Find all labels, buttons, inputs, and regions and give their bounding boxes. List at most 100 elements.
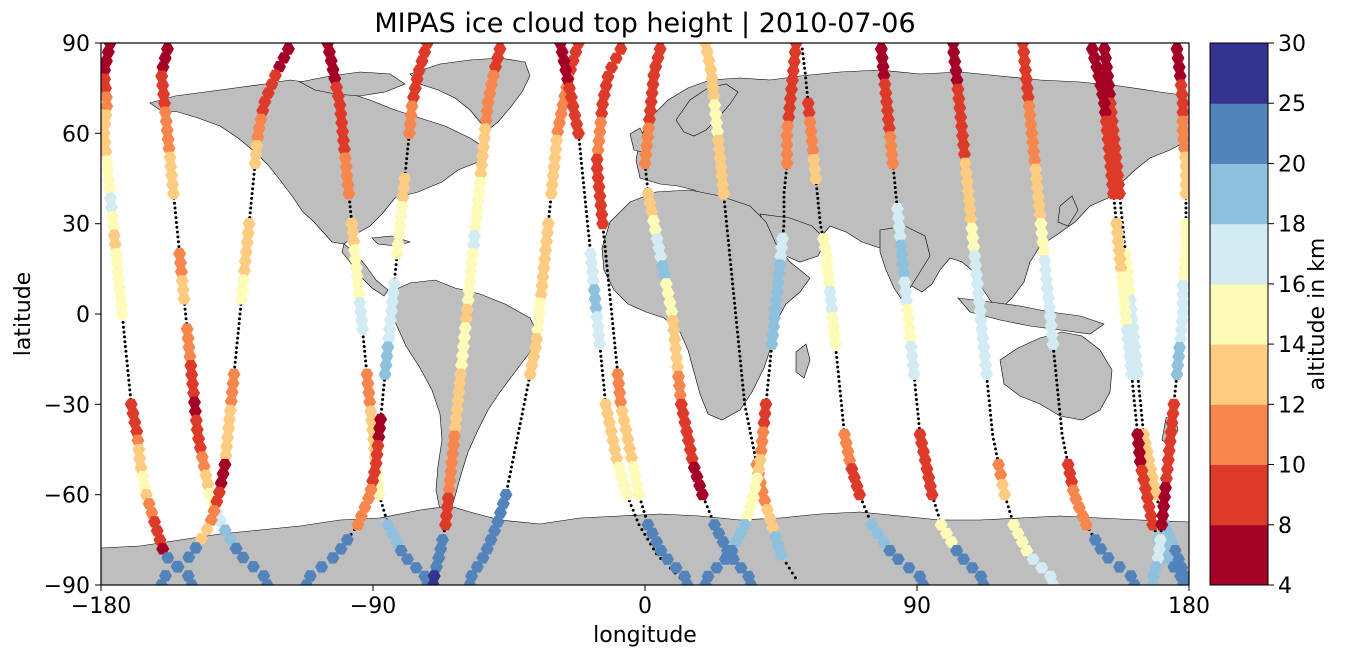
cloud-hexagon bbox=[608, 443, 622, 456]
no-cloud-dot bbox=[735, 325, 739, 329]
cloud-hexagon bbox=[594, 116, 608, 129]
no-cloud-dot bbox=[1113, 211, 1117, 215]
no-cloud-dot bbox=[803, 71, 807, 75]
cloud-hexagon bbox=[1020, 82, 1034, 94]
cloud-hexagon bbox=[347, 235, 361, 247]
no-cloud-dot bbox=[839, 394, 843, 398]
no-cloud-dot bbox=[252, 172, 256, 176]
cloud-hexagon bbox=[901, 304, 914, 316]
no-cloud-dot bbox=[752, 451, 756, 454]
cloud-hexagon bbox=[161, 43, 174, 55]
no-cloud-dot bbox=[801, 57, 805, 61]
cloud-hexagon bbox=[614, 396, 628, 408]
cloud-hexagon bbox=[212, 486, 226, 498]
cloud-hexagon bbox=[683, 443, 697, 456]
cloud-hexagon bbox=[1106, 178, 1119, 191]
cloud-hexagon bbox=[1032, 200, 1046, 212]
cloud-hexagon bbox=[410, 73, 424, 85]
cloud-hexagon bbox=[806, 144, 820, 156]
no-cloud-dot bbox=[126, 373, 130, 377]
cloud-hexagon bbox=[839, 437, 853, 449]
cloud-hexagon bbox=[715, 170, 729, 182]
cloud-hexagon bbox=[1066, 484, 1080, 496]
cloud-hexagon bbox=[994, 469, 1008, 481]
no-cloud-dot bbox=[819, 225, 823, 229]
cloud-hexagon bbox=[218, 524, 232, 536]
cloud-hexagon bbox=[156, 61, 170, 73]
cloud-hexagon bbox=[102, 174, 116, 186]
cloud-hexagon bbox=[1102, 142, 1116, 154]
cloud-hexagon bbox=[623, 442, 637, 454]
no-cloud-dot bbox=[364, 359, 368, 363]
cloud-hexagon bbox=[407, 91, 420, 103]
no-cloud-dot bbox=[804, 76, 808, 80]
cloud-hexagon bbox=[469, 212, 483, 224]
cloud-hexagon bbox=[1174, 333, 1187, 345]
cloud-hexagon bbox=[666, 315, 680, 327]
no-cloud-dot bbox=[726, 234, 730, 238]
no-cloud-dot bbox=[818, 216, 822, 220]
no-cloud-dot bbox=[782, 200, 786, 204]
no-cloud-dot bbox=[348, 205, 352, 209]
chart-title: MIPAS ice cloud top height | 2010-07-06 bbox=[374, 8, 915, 39]
no-cloud-dot bbox=[1138, 399, 1142, 403]
no-cloud-dot bbox=[1054, 369, 1058, 373]
cloud-hexagon bbox=[101, 137, 112, 149]
cloud-hexagon bbox=[1022, 100, 1036, 112]
cloud-hexagon bbox=[532, 306, 546, 318]
cloud-hexagon bbox=[1021, 91, 1035, 103]
cloud-hexagon bbox=[591, 320, 605, 332]
cloud-hexagon bbox=[744, 579, 758, 585]
cloud-hexagon bbox=[189, 414, 203, 427]
cloud-hexagon bbox=[1024, 118, 1038, 130]
no-cloud-dot bbox=[866, 514, 870, 518]
cloud-hexagon bbox=[1027, 145, 1041, 157]
no-cloud-dot bbox=[349, 210, 353, 214]
no-cloud-dot bbox=[915, 402, 919, 406]
cloud-hexagon bbox=[804, 125, 818, 138]
cloud-hexagon bbox=[453, 377, 467, 389]
cloud-hexagon bbox=[105, 211, 119, 223]
cloud-hexagon bbox=[1178, 262, 1189, 274]
no-cloud-dot bbox=[236, 331, 240, 335]
no-cloud-dot bbox=[603, 245, 607, 249]
cloud-hexagon bbox=[1036, 236, 1050, 248]
cloud-hexagon bbox=[397, 182, 411, 194]
cloud-hexagon bbox=[360, 368, 374, 380]
no-cloud-dot bbox=[1061, 436, 1065, 440]
no-cloud-dot bbox=[606, 274, 610, 277]
cloud-hexagon bbox=[617, 480, 631, 492]
cloud-hexagon bbox=[398, 172, 412, 185]
cloud-hexagon bbox=[769, 294, 783, 306]
no-cloud-dot bbox=[782, 195, 786, 199]
cloud-hexagon bbox=[954, 111, 968, 123]
no-cloud-dot bbox=[252, 177, 256, 181]
no-cloud-dot bbox=[362, 340, 366, 344]
cloud-hexagon bbox=[585, 257, 598, 269]
cloud-hexagon bbox=[1113, 253, 1127, 265]
cloud-hexagon bbox=[326, 63, 340, 76]
no-cloud-dot bbox=[1131, 384, 1135, 388]
cloud-hexagon bbox=[568, 109, 582, 121]
no-cloud-dot bbox=[790, 571, 794, 575]
no-cloud-dot bbox=[607, 288, 611, 292]
cloud-hexagon bbox=[1046, 579, 1060, 585]
no-cloud-dot bbox=[615, 360, 619, 364]
cloud-hexagon bbox=[1106, 187, 1120, 200]
cloud-hexagon bbox=[1144, 510, 1158, 522]
cloud-hexagon bbox=[670, 352, 684, 364]
cloud-hexagon bbox=[1039, 264, 1053, 276]
no-cloud-dot bbox=[239, 307, 242, 311]
no-cloud-dot bbox=[1056, 388, 1060, 392]
cloud-hexagon bbox=[1159, 472, 1173, 485]
no-cloud-dot bbox=[727, 248, 731, 252]
cloud-hexagon bbox=[1035, 227, 1049, 239]
no-cloud-dot bbox=[173, 201, 176, 205]
no-cloud-dot bbox=[364, 364, 368, 368]
no-cloud-dot bbox=[985, 379, 989, 383]
cloud-hexagon bbox=[164, 160, 178, 173]
cloud-hexagon bbox=[1007, 519, 1021, 531]
no-cloud-dot bbox=[238, 312, 242, 316]
cloud-hexagon bbox=[101, 82, 112, 94]
cloud-hexagon bbox=[678, 416, 692, 428]
